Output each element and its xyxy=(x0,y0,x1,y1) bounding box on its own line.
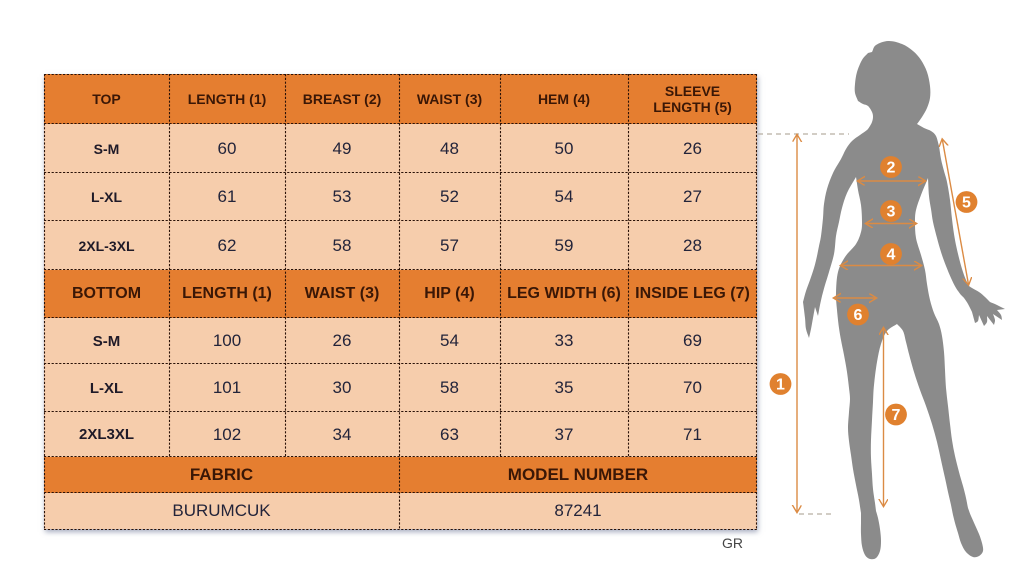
svg-text:5: 5 xyxy=(962,195,971,212)
svg-text:6: 6 xyxy=(854,307,863,324)
svg-text:1: 1 xyxy=(776,377,785,394)
svg-text:4: 4 xyxy=(887,247,896,264)
svg-text:2: 2 xyxy=(887,160,896,177)
svg-text:7: 7 xyxy=(892,407,901,424)
svg-text:3: 3 xyxy=(887,204,896,221)
